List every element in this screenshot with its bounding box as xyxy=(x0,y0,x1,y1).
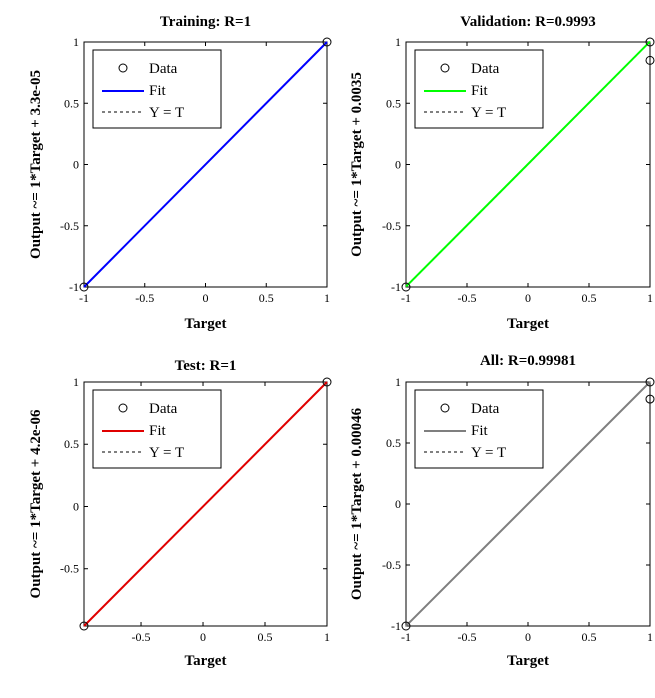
legend-label: Data xyxy=(471,401,500,417)
x-axis-label: Target xyxy=(507,653,549,669)
x-tick-label: 1 xyxy=(647,291,653,305)
legend-data-marker xyxy=(440,63,450,73)
y-tick-label: 0.5 xyxy=(64,96,79,110)
data-point xyxy=(322,37,332,47)
legend-box xyxy=(92,389,222,469)
y-tick-label: 1 xyxy=(73,375,79,389)
y-axis-label: Output ~= 1*Target + 3.3e-05 xyxy=(28,70,44,259)
x-tick-label: 0 xyxy=(203,291,209,305)
y-tick-label: -1 xyxy=(391,280,401,294)
panel-title: Test: R=1 xyxy=(175,358,237,374)
x-tick-label: 0.5 xyxy=(582,291,597,305)
legend: Data Fit Y = T xyxy=(92,389,222,469)
y-tick-label: 0.5 xyxy=(386,436,401,450)
y-tick-label: -1 xyxy=(69,280,79,294)
legend-label: Y = T xyxy=(149,105,184,121)
x-tick-label: -1 xyxy=(79,291,89,305)
legend-label: Fit xyxy=(471,423,489,439)
legend: Data Fit Y = T xyxy=(414,389,544,469)
y-tick-label: 0.5 xyxy=(64,437,79,451)
y-tick-label: 0 xyxy=(395,497,401,511)
legend-label: Y = T xyxy=(471,445,506,461)
data-point xyxy=(322,377,332,387)
x-tick-label: 0 xyxy=(525,630,531,644)
y-tick-label: -1 xyxy=(391,619,401,633)
y-tick-label: 1 xyxy=(395,375,401,389)
fit-line xyxy=(405,40,651,288)
legend-data-marker xyxy=(118,403,128,413)
x-tick-label: -1 xyxy=(401,291,411,305)
legend-label: Data xyxy=(149,61,178,77)
panel-title: Training: R=1 xyxy=(160,14,251,30)
legend-label: Fit xyxy=(149,423,167,439)
fit-line xyxy=(405,381,651,627)
legend-box xyxy=(414,389,544,469)
y-tick-label: 1 xyxy=(73,35,79,49)
x-tick-label: -0.5 xyxy=(458,291,477,305)
data-point xyxy=(79,621,89,631)
x-tick-label: -1 xyxy=(401,630,411,644)
y-tick-label: 0 xyxy=(395,158,401,172)
y-tick-label: 1 xyxy=(395,35,401,49)
y-tick-label: 0 xyxy=(73,499,79,513)
y-tick-label: -0.5 xyxy=(382,558,401,572)
regression-panel-2: Validation: R=0.9993 -1 -0.5 0 0.5 1 -1 -0.5 0 0.… xyxy=(349,14,655,332)
legend-box xyxy=(92,49,222,129)
x-tick-label: -0.5 xyxy=(458,630,477,644)
y-tick-label: 0 xyxy=(73,158,79,172)
legend-data-marker xyxy=(118,63,128,73)
data-point xyxy=(79,282,89,292)
data-point xyxy=(645,55,655,65)
x-tick-label: 0 xyxy=(525,291,531,305)
data-point xyxy=(401,621,411,631)
data-point xyxy=(645,377,655,387)
y-axis-label: Output ~= 1*Target + 0.0035 xyxy=(349,72,365,257)
x-tick-label: 1 xyxy=(647,630,653,644)
legend-data-marker xyxy=(440,403,450,413)
legend-label: Y = T xyxy=(471,105,506,121)
regression-panel-3: Test: R=1 -0.5 0 0.5 1 -0.5 0 0.5 1 Target Output … xyxy=(28,358,332,669)
data-point xyxy=(645,37,655,47)
legend-label: Fit xyxy=(471,83,489,99)
x-axis-label: Target xyxy=(185,653,227,669)
x-tick-label: 1 xyxy=(324,291,330,305)
x-tick-label: 0 xyxy=(200,630,206,644)
legend: Data Fit Y = T xyxy=(414,49,544,129)
regression-panel-1: Training: R=1 -1 -0.5 0 0.5 1 -1 -0.5 0 0.5 1 Targe… xyxy=(28,14,332,332)
y-tick-label: -0.5 xyxy=(60,219,79,233)
x-tick-label: -0.5 xyxy=(132,630,151,644)
x-tick-label: 0.5 xyxy=(258,630,273,644)
y-tick-label: -0.5 xyxy=(60,562,79,576)
panel-title: Validation: R=0.9993 xyxy=(460,14,596,30)
legend-box xyxy=(414,49,544,129)
fit-line xyxy=(83,381,328,627)
x-tick-label: 1 xyxy=(324,630,330,644)
panel-title: All: R=0.99981 xyxy=(480,353,576,369)
data-point xyxy=(401,282,411,292)
legend-label: Data xyxy=(149,401,178,417)
legend: Data Fit Y = T xyxy=(92,49,222,129)
y-axis-label: Output ~= 1*Target + 4.2e-06 xyxy=(28,409,44,598)
y-tick-label: 0.5 xyxy=(386,96,401,110)
y-axis-label: Output ~= 1*Target + 0.00046 xyxy=(349,407,365,600)
legend-label: Fit xyxy=(149,83,167,99)
x-axis-label: Target xyxy=(185,316,227,332)
x-tick-label: -0.5 xyxy=(135,291,154,305)
x-tick-label: 0.5 xyxy=(582,630,597,644)
x-axis-label: Target xyxy=(507,316,549,332)
legend-label: Data xyxy=(471,61,500,77)
data-point xyxy=(645,394,655,404)
legend-label: Y = T xyxy=(149,445,184,461)
y-tick-label: -0.5 xyxy=(382,219,401,233)
x-tick-label: 0.5 xyxy=(259,291,274,305)
fit-line xyxy=(83,41,328,288)
regression-panel-4: All: R=0.99981 -1 -0.5 0 0.5 1 -1 -0.5 0 0.5 1 Targ… xyxy=(349,353,655,669)
